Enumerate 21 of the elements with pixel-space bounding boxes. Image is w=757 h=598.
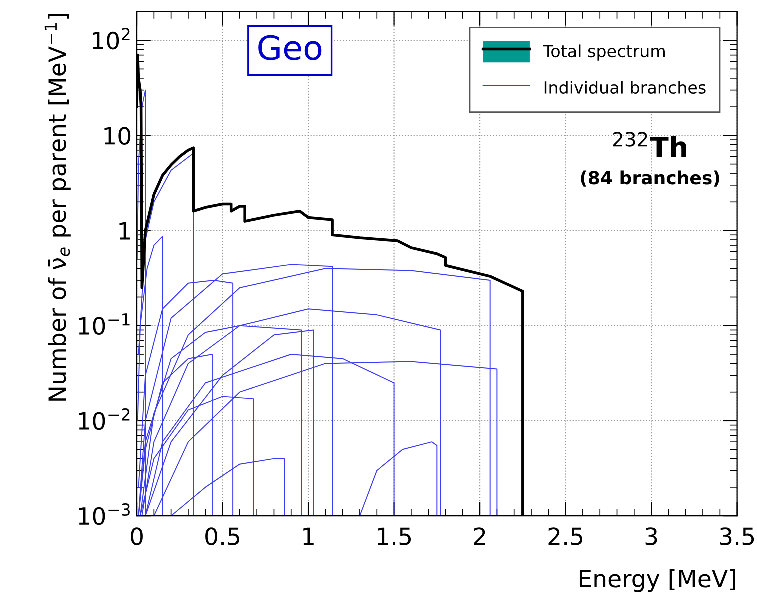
x-axis-title: Energy [MeV] <box>580 569 736 592</box>
y-tick-label: 10$^{−3}$ <box>79 504 130 526</box>
legend-label: Total spectrum <box>543 44 665 61</box>
x-tick-label: 0 <box>131 528 143 546</box>
x-tick-label: 1 <box>304 528 314 546</box>
annotation: Geo <box>258 35 322 60</box>
legend-label: Individual branches <box>544 81 706 94</box>
y-tick-label: 10 <box>104 127 131 145</box>
y-tick-label: 10$^{−1}$ <box>79 314 130 336</box>
x-tick-label: 2.5 <box>548 528 583 546</box>
y-axis-title: Number of ν̄$_{e}$ per parent [MeV$^{−1}$] <box>44 14 71 401</box>
x-tick-label: 0.5 <box>206 528 240 546</box>
y-tick-label: 1 <box>120 222 130 240</box>
annotation: $^{232}$Th <box>613 132 686 158</box>
y-tick-label: 10$^{2}$ <box>93 28 130 50</box>
x-tick-label: 3.5 <box>720 528 754 546</box>
x-tick-label: 2 <box>474 528 486 546</box>
y-tick-label: 10$^{−2}$ <box>79 408 130 430</box>
annotation: (84 branches) <box>581 170 720 187</box>
x-tick-label: 1.5 <box>378 528 411 546</box>
x-tick-label: 3 <box>646 528 658 546</box>
